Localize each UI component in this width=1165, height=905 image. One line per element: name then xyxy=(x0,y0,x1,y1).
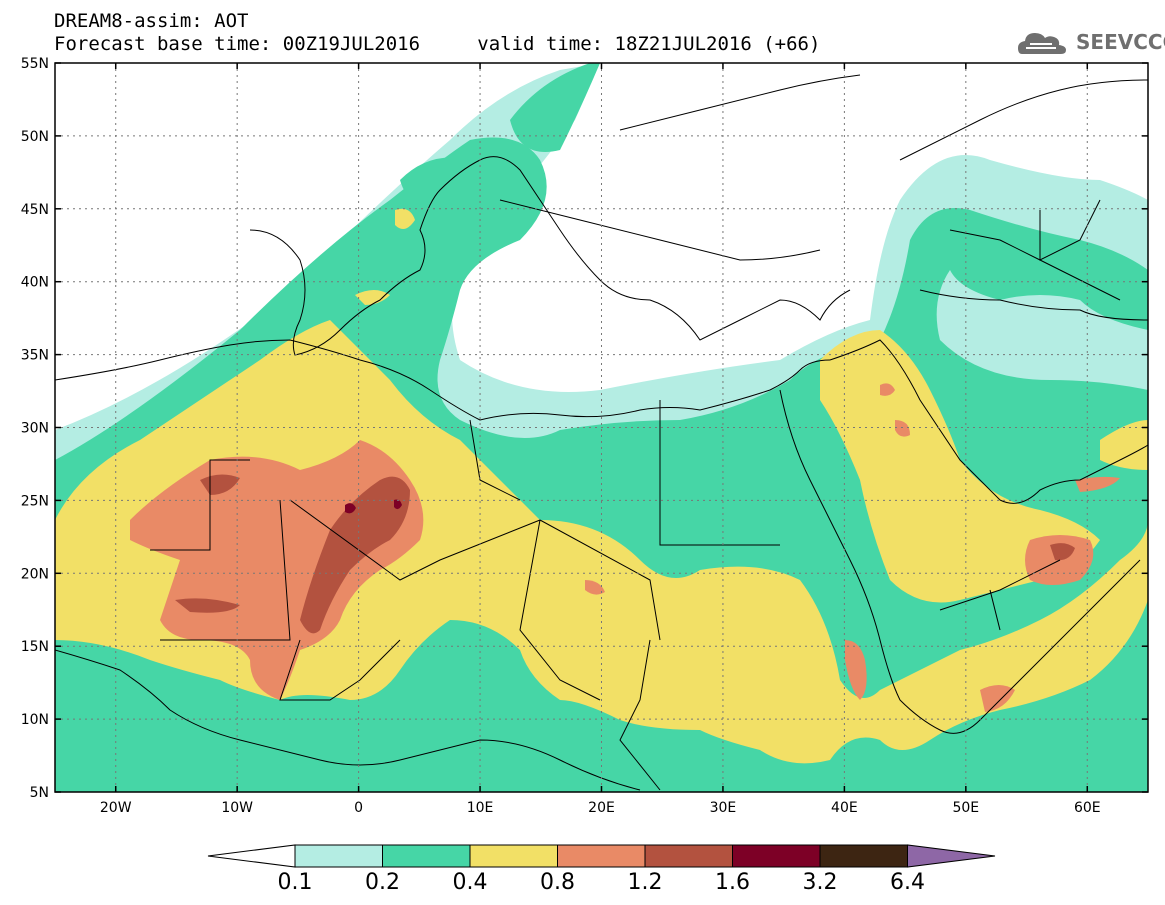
colorbar-swatch xyxy=(294,844,383,868)
valid-time: valid time: 18Z21JUL2016 (+66) xyxy=(477,33,821,55)
colorbar-label: 0.4 xyxy=(453,870,488,895)
y-tick-label: 55N xyxy=(21,56,49,72)
logo-text: SEEVCCC xyxy=(1076,30,1165,54)
colorbar-legend: 0.1 0.2 0.4 0.8 1.2 1.6 3.2 6.4 xyxy=(207,844,996,895)
x-tick-label: 50E xyxy=(952,800,979,816)
x-tick-label: 40E xyxy=(831,800,858,816)
colorbar-under-arrow xyxy=(207,844,296,868)
colorbar-swatch xyxy=(557,844,646,868)
colorbar-swatch xyxy=(644,844,733,868)
colorbar-label: 0.1 xyxy=(278,870,313,895)
colorbar-label: 3.2 xyxy=(803,870,838,895)
y-tick-label: 45N xyxy=(21,202,49,218)
y-tick-label: 30N xyxy=(21,421,49,437)
colorbar-label: 0.8 xyxy=(540,870,575,895)
colorbar-swatch xyxy=(732,844,821,868)
colorbar-label: 1.2 xyxy=(628,870,663,895)
x-tick-label: 60E xyxy=(1074,800,1101,816)
x-tick-label: 10W xyxy=(221,800,253,816)
chart-subtitle: Forecast base time: 00Z19JUL2016 valid t… xyxy=(54,33,820,55)
y-tick-label: 20N xyxy=(21,566,49,582)
x-tick-label: 20E xyxy=(588,800,615,816)
map-axes: 20W 10W 0 10E 20E 30E 40E 50E 60E 55N 50N 45N 40N 35N… xyxy=(21,56,1148,816)
y-tick-label: 15N xyxy=(21,639,49,655)
y-tick-label: 5N xyxy=(30,785,49,801)
forecast-base-time: Forecast base time: 00Z19JUL2016 xyxy=(54,33,421,55)
x-tick-label: 10E xyxy=(467,800,494,816)
colorbar-label: 0.2 xyxy=(365,870,400,895)
cloud-logo-icon xyxy=(1018,33,1066,54)
colorbar-swatch xyxy=(819,844,908,868)
map-grid xyxy=(55,63,1148,792)
colorbar-swatch xyxy=(469,844,558,868)
colorbar-label: 6.4 xyxy=(890,870,925,895)
x-tick-label: 20W xyxy=(100,800,132,816)
y-tick-label: 10N xyxy=(21,712,49,728)
colorbar-over-arrow xyxy=(907,844,996,868)
chart-title: DREAM8-assim: AOT xyxy=(54,10,249,32)
x-tick-label: 0 xyxy=(354,800,363,816)
y-tick-label: 25N xyxy=(21,493,49,509)
y-tick-label: 50N xyxy=(21,129,49,145)
coastlines-borders xyxy=(55,74,1148,791)
colorbar-label: 1.6 xyxy=(715,870,750,895)
x-tick-label: 30E xyxy=(710,800,737,816)
y-tick-label: 35N xyxy=(21,348,49,364)
colorbar-swatch xyxy=(382,844,471,868)
y-tick-label: 40N xyxy=(21,275,49,291)
